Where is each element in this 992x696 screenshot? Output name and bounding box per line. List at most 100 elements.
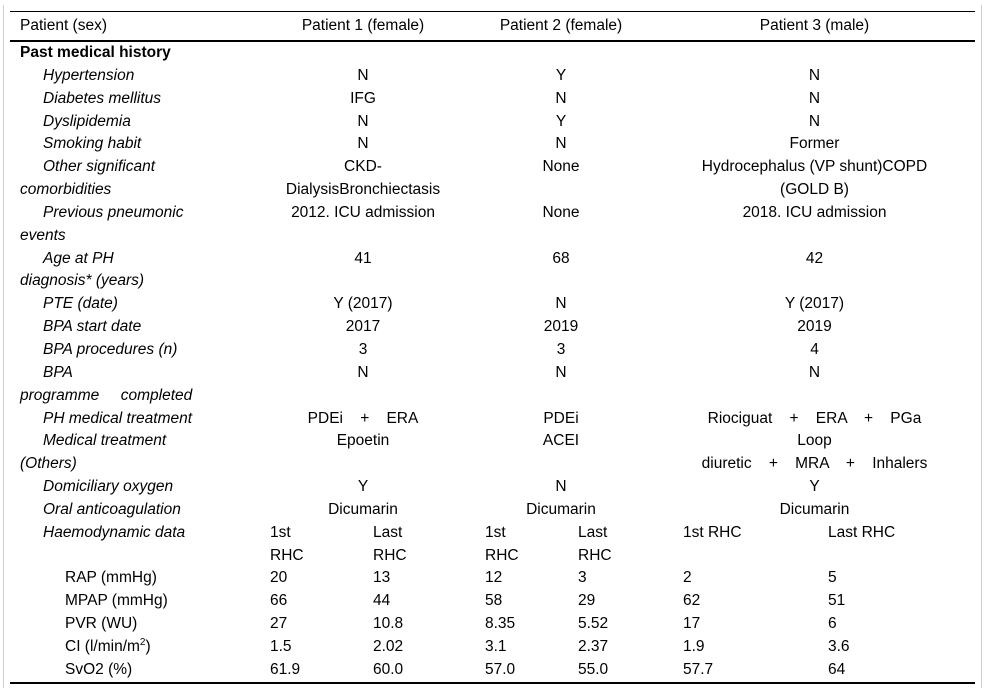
table-row: Medical treatment (Others) Epoetin ACEI Loo… (10, 430, 975, 476)
patient-1-value: PDEi + ERA (307, 409, 419, 427)
patient-3-rhc-headers: 1st RHC Last RHC (654, 522, 975, 545)
patient-2-last-rhc-value: 29 (578, 592, 596, 610)
patient-2-rhc-values: 12 3 (468, 567, 654, 590)
row-label: BPA procedures (n) (43, 340, 178, 358)
patient-2-value: None (542, 158, 580, 176)
patient-1-last-rhc-value: 44 (373, 592, 391, 610)
patient-1-value: N (357, 66, 369, 84)
row-label: BPA programme completed (20, 363, 193, 404)
patient-1-rhc-values: 66 44 (258, 590, 468, 613)
patient-2-rhc-values: 57.0 55.0 (468, 659, 654, 682)
patient-2-rhc-values: 58 29 (468, 590, 654, 613)
patient-2-last-rhc-header: Last RHC (578, 523, 612, 564)
table-row: BPA programme completed N N N (10, 362, 975, 408)
row-label: PTE (date) (43, 295, 118, 313)
row-label: Diabetes mellitus (43, 89, 162, 107)
patient-3-value: Y (2017) (784, 295, 845, 313)
patient-3-value: N (808, 89, 821, 107)
patient-3-value: Dicumarin (779, 500, 850, 518)
patient-3-first-rhc-header: 1st RHC (683, 523, 742, 541)
patient-3-last-rhc-value: 3.6 (828, 637, 850, 655)
row-label: Smoking habit (43, 135, 142, 153)
patient-1-value: 41 (354, 249, 372, 267)
table-row: Diabetes mellitus IFG N N (10, 88, 975, 111)
patient-2-last-rhc-value: 55.0 (578, 660, 609, 678)
patient-2-value: PDEi (543, 409, 579, 427)
patient-3-value: Hydrocephalus (VP shunt)COPD (GOLD B) (701, 158, 928, 199)
patient-1-rhc-values: 1.5 2.02 (258, 636, 468, 659)
row-label: RAP (mmHg) (65, 569, 157, 587)
patient-3-last-rhc-value: 51 (828, 592, 846, 610)
patient-1-first-rhc-header: 1st RHC (270, 523, 304, 564)
patient-1-first-rhc-value: 66 (270, 592, 288, 610)
haemodynamic-row: CI (l/min/m2) 1.5 2.02 3.1 2.37 1.9 3.6 (10, 636, 975, 659)
table-row: Hypertension N Y N (10, 65, 975, 88)
row-label: Hypertension (43, 66, 135, 84)
row-label: PVR (WU) (65, 615, 138, 633)
patient-2-value: Y (555, 112, 567, 130)
patient-1-rhc-values: 20 13 (258, 567, 468, 590)
row-label: SvO2 (%) (65, 660, 133, 678)
table-row: Domiciliary oxygen Y N Y (10, 476, 975, 499)
row-label: Oral anticoagulation (43, 500, 181, 518)
patient-3-first-rhc-value: 1.9 (683, 637, 705, 655)
patient-2-first-rhc-value: 3.1 (485, 637, 507, 655)
section-title-past-medical-history: Past medical history (20, 44, 171, 61)
patient-3-value: N (808, 112, 821, 130)
row-label: Other significant comorbidities (20, 158, 155, 199)
table-row: Smoking habit N N Former (10, 133, 975, 156)
patient-1-rhc-headers: 1st RHC Last RHC (258, 522, 468, 568)
patient-2-value: None (542, 203, 580, 221)
patient-3-value: N (808, 66, 821, 84)
patient-3-value: Riociguat + ERA + PGa (707, 409, 922, 427)
patient-1-last-rhc-value: 2.02 (373, 637, 404, 655)
row-label: Age at PH diagnosis* (years) (20, 249, 145, 290)
patient-1-last-rhc-header: Last RHC (373, 523, 407, 564)
patient-1-value: Y (2017) (333, 295, 393, 313)
patient-2-last-rhc-value: 3 (578, 569, 587, 587)
patient-1-value: 2012. ICU admission (291, 203, 435, 221)
patient-2-first-rhc-value: 8.35 (485, 615, 516, 633)
patient-3-value: Former (789, 135, 840, 153)
header-patient-sex: Patient (sex) (20, 17, 108, 34)
row-label: Domiciliary oxygen (43, 478, 174, 496)
patient-2-value: N (555, 478, 567, 496)
patient-3-rhc-values: 17 6 (654, 613, 975, 636)
row-label: PH medical treatment (43, 409, 193, 427)
table-row: Previous pneumonic events 2012. ICU admis… (10, 202, 975, 248)
patient-2-value: N (555, 135, 567, 153)
patient-1-value: Y (357, 478, 369, 496)
table-row: Age at PH diagnosis* (years) 41 68 42 (10, 248, 975, 294)
patient-1-first-rhc-value: 20 (270, 569, 288, 587)
patient-2-rhc-values: 3.1 2.37 (468, 636, 654, 659)
table-header-row: Patient (sex) Patient 1 (female) Patient… (10, 12, 975, 42)
table-body: Past medical history Hypertension N Y N Diabe… (10, 42, 975, 682)
patient-3-value: 4 (810, 340, 819, 358)
row-label: Haemodynamic data (43, 523, 186, 541)
haemodynamic-row: SvO2 (%) 61.9 60.0 57.0 55.0 57.7 64 (10, 659, 975, 682)
haemodynamic-row: RAP (mmHg) 20 13 12 3 2 5 (10, 567, 975, 590)
patient-1-last-rhc-value: 10.8 (373, 615, 404, 633)
patient-2-rhc-headers: 1st RHC Last RHC (468, 522, 654, 568)
patient-3-first-rhc-value: 2 (683, 569, 692, 587)
header-patient-3: Patient 3 (male) (759, 17, 870, 34)
patient-2-value: N (555, 363, 567, 381)
patient-3-last-rhc-value: 5 (828, 569, 837, 587)
row-label: Medical treatment (Others) (20, 432, 167, 473)
patient-3-value: 42 (805, 249, 824, 267)
patient-1-last-rhc-value: 60.0 (373, 660, 404, 678)
patient-2-rhc-values: 8.35 5.52 (468, 613, 654, 636)
patient-1-first-rhc-value: 27 (270, 615, 288, 633)
patient-3-last-rhc-header: Last RHC (828, 523, 896, 541)
patient-1-last-rhc-value: 13 (373, 569, 391, 587)
row-label: BPA start date (43, 318, 142, 336)
patient-1-value: 2017 (345, 318, 381, 336)
patient-2-first-rhc-value: 57.0 (485, 660, 516, 678)
patient-3-value: Y (809, 478, 820, 496)
haemodynamic-header-row: Haemodynamic data 1st RHC Last RHC 1st RHC L… (10, 522, 975, 568)
patient-2-first-rhc-value: 58 (485, 592, 503, 610)
row-label: MPAP (mmHg) (65, 592, 168, 610)
header-patient-1: Patient 1 (female) (301, 17, 425, 34)
table-boundary-guide-right (981, 5, 982, 688)
